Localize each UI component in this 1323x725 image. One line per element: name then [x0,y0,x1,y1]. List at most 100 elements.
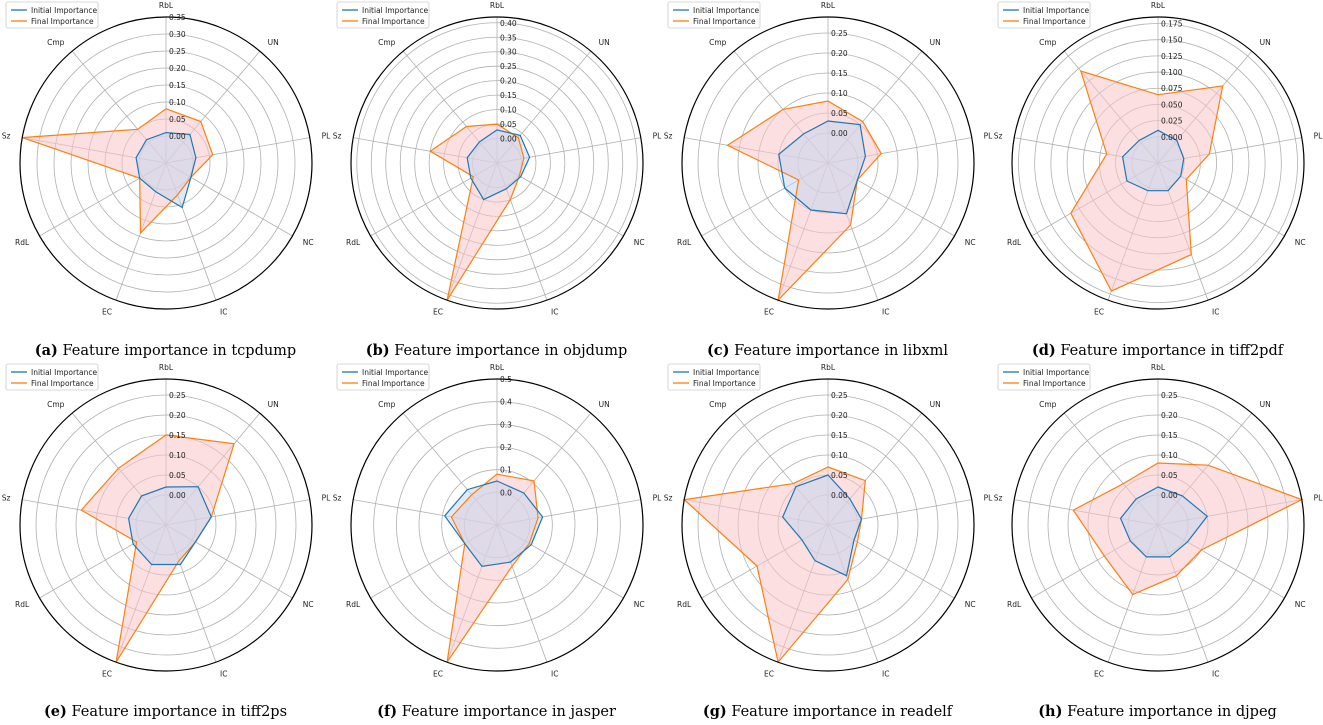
radar-chart: 0.00 0.05 0.10 0.15 0.20 0.25 0.30 0.35 0.40 RbL U… [333,1,663,317]
legend: Initial Importance Final Importance [997,363,1091,391]
tick-label: 0.175 [1161,19,1183,28]
legend-box [336,363,430,391]
caption-text: Feature importance in tiff2pdf [1060,343,1284,359]
tick-label: 0.20 [831,49,848,58]
legend: Initial Importance Final Importance [667,363,761,391]
tick-label: 0.15 [831,69,848,78]
legend-box [667,363,761,391]
initial-area [778,121,866,214]
chart-caption: (e) Feature importance in tiff2ps [0,703,331,720]
caption-text: Feature importance in jasper [401,704,616,720]
legend-box [997,363,1091,391]
tick-label: 0.10 [1161,451,1178,460]
legend-label-final: Final Importance [693,379,756,388]
radar-panel-djpeg: 0.00 0.05 0.10 0.15 0.20 0.25 RbL UN PL NC IC EC RdL… [992,362,1323,724]
legend: Initial Importance Final Importance [336,363,430,391]
axis-label-rbl: RbL [159,363,174,372]
legend: Initial Importance Final Importance [5,1,99,29]
tick-label: 0.25 [169,47,186,56]
tick-label: 0.30 [169,30,186,39]
radar-chart: 0.00 0.05 0.10 0.15 0.20 0.25 RbL UN PL NC IC EC RdL… [2,363,332,679]
legend-label-final: Final Importance [362,17,425,26]
legend-label-initial: Initial Importance [693,6,760,15]
tick-label: 0.05 [831,471,848,480]
radar-chart: 0.0 0.1 0.2 0.3 0.4 0.5 RbL UN PL NC IC EC RdL Sz Cmp I… [333,363,663,679]
final-series-line [1070,70,1224,292]
tick-label: 0.3 [500,420,512,429]
tick-label: 0.05 [169,471,186,480]
axis-label-cmp: Cmp [709,400,727,409]
chart-caption: (c) Feature importance in libxml [662,342,993,359]
axis-label-nc: NC [634,238,645,247]
axis-label-pl: PL [322,494,332,503]
radar-chart: 0.00 0.05 0.10 0.15 0.20 0.25 0.30 0.35 RbL UN PL N… [2,1,332,317]
caption-text: Feature importance in readelf [731,704,953,720]
tick-label: 0.05 [1161,471,1178,480]
tick-label: 0.35 [500,33,517,42]
axis-label-ec: EC [764,670,774,679]
tick-label: 0.5 [500,375,512,384]
outer-frame [1011,378,1305,672]
tick-label: 0.4 [500,398,512,407]
axis-label-rdl: RdL [677,600,692,609]
axis-label-sz: Sz [994,132,1003,141]
initial-series-line [135,131,197,209]
axis-label-nc: NC [303,600,314,609]
chart-caption: (g) Feature importance in readelf [662,703,993,720]
axis-label-pl: PL [322,132,332,141]
axis-label-cmp: Cmp [378,400,396,409]
tick-label: 0.35 [169,13,186,22]
axis-label-sz: Sz [2,494,11,503]
axis-label-sz: Sz [664,132,673,141]
axis-label-pl: PL [1314,494,1323,503]
tick-label: 0.00 [169,132,186,141]
tick-label: 0.25 [831,391,848,400]
initial-series-line [1121,129,1185,192]
legend-label-final: Final Importance [362,379,425,388]
axis-label-ec: EC [433,308,443,317]
axis-label-rdl: RdL [346,600,361,609]
outer-frame [350,16,644,310]
axis-label-rdl: RdL [1007,600,1022,609]
axis-label-ic: IC [551,308,558,317]
tick-label: 0.25 [500,62,517,71]
tick-label: 0.15 [500,91,517,100]
tick-label: 0.00 [500,135,517,144]
tick-label: 0.05 [169,115,186,124]
axis-label-cmp: Cmp [709,38,727,47]
legend-label-initial: Initial Importance [31,6,98,15]
initial-area [1120,487,1208,557]
radar-panel-readelf: 0.00 0.05 0.10 0.15 0.20 0.25 RbL UN PL NC IC EC RdL… [662,362,993,724]
legend: Initial Importance Final Importance [997,1,1091,29]
initial-area [136,132,196,208]
tick-label: 0.100 [1161,68,1183,77]
final-series-line [22,108,214,235]
legend-label-final: Final Importance [31,379,94,388]
radar-chart: 0.000 0.025 0.050 0.075 0.100 0.125 0.150 0.175… [994,1,1323,317]
axis-label-ec: EC [764,308,774,317]
legend: Initial Importance Final Importance [336,1,430,29]
chart-caption: (a) Feature importance in tcpdump [0,342,331,359]
initial-area [444,481,543,567]
radar-panel-tiff2pdf: 0.000 0.025 0.050 0.075 0.100 0.125 0.150 0.175… [992,0,1323,362]
axis-label-ec: EC [102,308,112,317]
caption-label: (b) [365,342,390,359]
radar-chart: 0.00 0.05 0.10 0.15 0.20 0.25 RbL UN PL NC IC EC RdL… [994,363,1323,679]
legend-label-initial: Initial Importance [362,368,429,377]
radar-chart: 0.00 0.05 0.10 0.15 0.20 0.25 RbL UN PL NC IC EC RdL… [664,1,993,317]
chart-caption: (b) Feature importance in objdump [331,342,662,359]
axis-label-pl: PL [653,132,663,141]
axis-label-rbl: RbL [1151,363,1166,372]
axis-label-nc: NC [303,238,314,247]
axis-label-ic: IC [220,670,227,679]
axis-label-ec: EC [1094,670,1104,679]
chart-caption: (d) Feature importance in tiff2pdf [992,342,1323,359]
tick-label: 0.050 [1161,100,1183,109]
outer-frame [350,378,644,672]
tick-label: 0.0 [500,488,512,497]
axis-label-pl: PL [984,494,994,503]
axis-label-rdl: RdL [15,238,30,247]
tick-label: 0.25 [1161,391,1178,400]
axis-label-pl: PL [653,494,663,503]
tick-label: 0.20 [169,411,186,420]
